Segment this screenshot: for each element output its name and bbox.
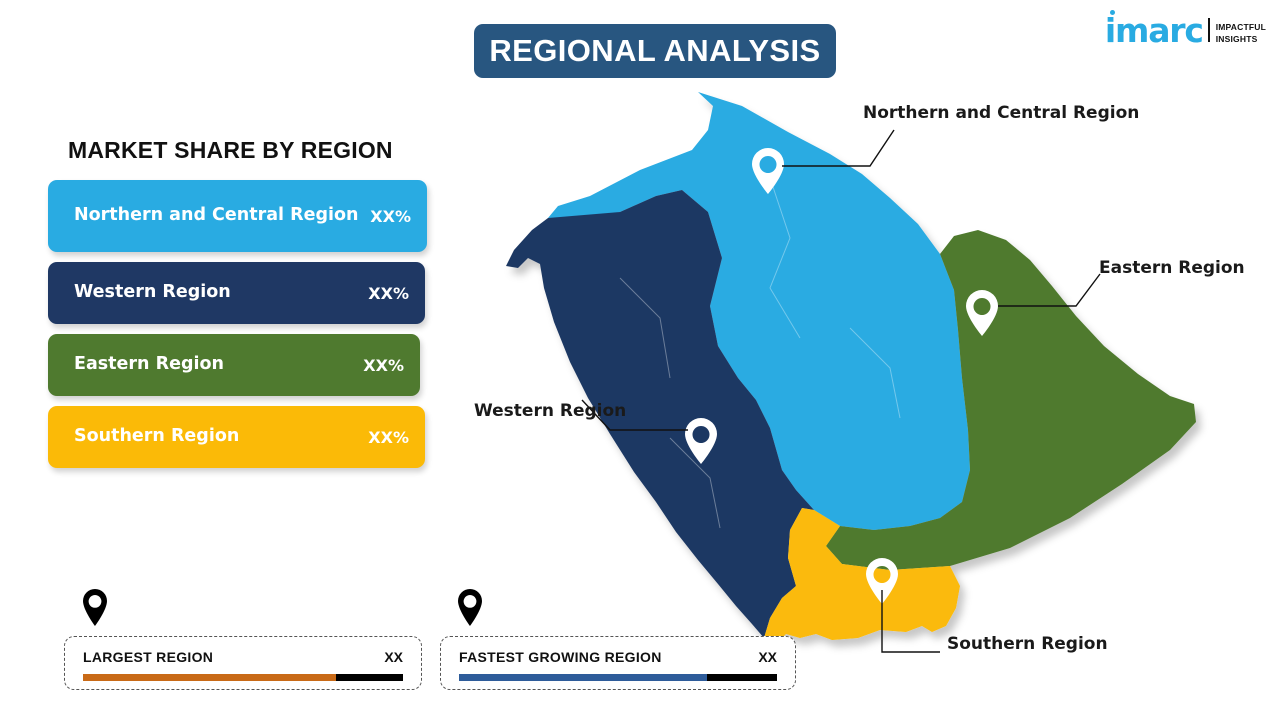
largest-region-card: LARGEST REGION XX <box>64 636 422 690</box>
map-pin-icon-eastern[interactable] <box>966 290 998 336</box>
map-label-northern-and-central: Northern and Central Region <box>863 103 1140 123</box>
fastest-growing-region-value: XX <box>758 649 777 665</box>
market-share-heading: MARKET SHARE BY REGION <box>68 137 393 163</box>
legend-item-northern-and-central-region[interactable]: Northern and Central Region XX% <box>48 180 427 252</box>
map-label-western: Western Region <box>474 401 627 421</box>
leader-line-north <box>782 129 895 167</box>
map-label-eastern: Eastern Region <box>1099 258 1245 278</box>
fastest-growing-region-card: FASTEST GROWING REGION XX <box>440 636 796 690</box>
map-region-northern-and-central[interactable] <box>548 92 970 530</box>
map-label-southern: Southern Region <box>947 634 1108 654</box>
largest-region-progress-fill <box>83 674 336 681</box>
legend-item-value: XX% <box>363 355 404 375</box>
fastest-growing-region-progress-track <box>459 674 777 681</box>
largest-region-progress-track <box>83 674 403 681</box>
legend-item-value: XX% <box>368 283 409 303</box>
map-svg <box>506 92 1196 653</box>
legend-item-label: Eastern Region <box>74 354 224 375</box>
logo-divider <box>1207 18 1210 43</box>
logo-dot-icon <box>1109 10 1115 15</box>
map-region-eastern[interactable] <box>826 230 1196 570</box>
map-regions <box>506 92 1196 644</box>
logo-wordmark: imarc <box>1105 10 1204 47</box>
map-pin-icon-largest-region <box>83 589 107 626</box>
map-region-southern[interactable] <box>764 508 960 644</box>
map-region-western[interactable] <box>506 190 814 638</box>
market-share-legend: Northern and Central Region XX% Western … <box>48 180 438 478</box>
saudi-arabia-region-map: Northern and Central Region Eastern Regi… <box>470 78 1245 658</box>
imarc-logo: imarc IMPACTFUL INSIGHTS <box>1105 10 1266 47</box>
legend-item-eastern-region[interactable]: Eastern Region XX% <box>48 334 420 396</box>
logo-tagline-line2: INSIGHTS <box>1215 33 1258 44</box>
map-pin-icon-western[interactable] <box>685 418 717 464</box>
map-pin-icon-northern-and-central[interactable] <box>752 148 784 194</box>
fastest-growing-region-progress-fill <box>459 674 708 681</box>
map-leader-lines <box>581 129 1101 653</box>
leader-line-south <box>881 590 940 653</box>
leader-line-west <box>581 399 688 431</box>
legend-item-value: XX% <box>368 427 409 447</box>
leader-line-east <box>998 273 1101 307</box>
legend-item-label: Western Region <box>74 282 231 303</box>
largest-region-value: XX <box>384 649 403 665</box>
logo-tagline: IMPACTFUL INSIGHTS <box>1216 22 1266 45</box>
map-pins <box>685 148 998 604</box>
legend-item-western-region[interactable]: Western Region XX% <box>48 262 425 324</box>
fastest-growing-region-title: FASTEST GROWING REGION <box>459 649 662 665</box>
page-title-banner: REGIONAL ANALYSIS <box>474 24 836 78</box>
legend-item-southern-region[interactable]: Southern Region XX% <box>48 406 425 468</box>
logo-tagline-line1: IMPACTFUL <box>1215 22 1266 33</box>
map-internal-borders <box>619 177 901 529</box>
legend-item-label: Northern and Central Region <box>74 205 359 226</box>
page-title: REGIONAL ANALYSIS <box>489 33 821 68</box>
logo-wordmark-text: imarc <box>1104 11 1204 50</box>
largest-region-row: LARGEST REGION XX <box>83 649 403 665</box>
legend-item-value: XX% <box>370 206 411 226</box>
legend-item-label: Southern Region <box>74 426 240 447</box>
fastest-growing-region-row: FASTEST GROWING REGION XX <box>459 649 777 665</box>
map-pin-icon-southern[interactable] <box>866 558 898 604</box>
largest-region-title: LARGEST REGION <box>83 649 214 665</box>
map-pin-icon-fastest-growing-region <box>458 589 482 626</box>
